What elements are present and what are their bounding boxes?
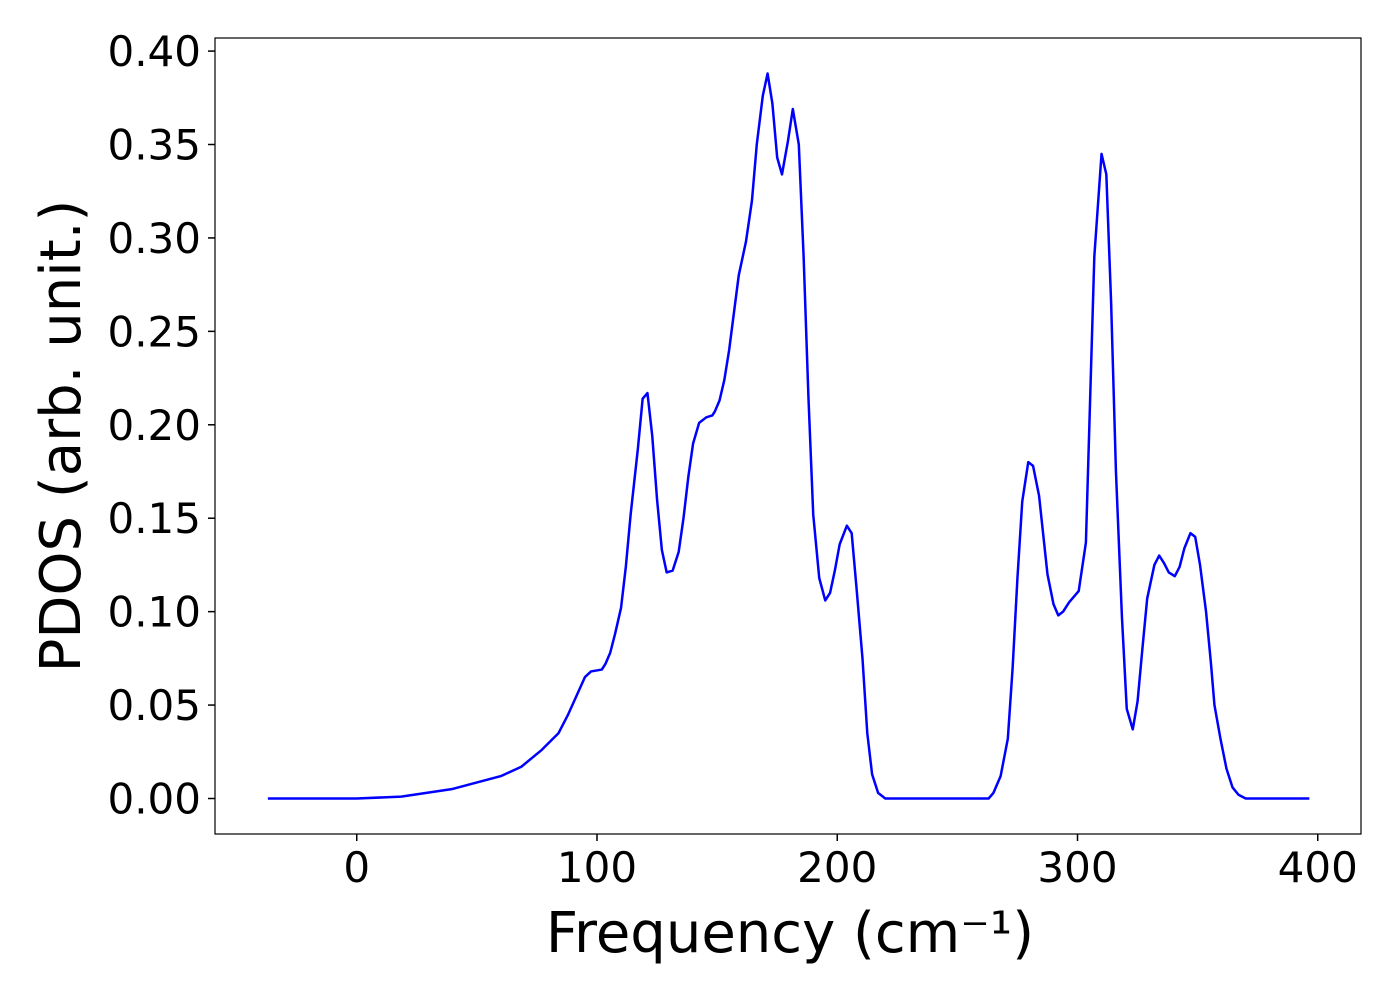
y-tick-label: 0.00 xyxy=(107,774,201,823)
y-tick-label: 0.25 xyxy=(107,307,201,356)
y-tick-label: 0.05 xyxy=(107,681,201,730)
y-tick-label: 0.15 xyxy=(107,494,201,543)
y-tick-label: 0.30 xyxy=(107,214,201,263)
y-tick-label: 0.35 xyxy=(107,121,201,170)
x-axis-label: Frequency (cm⁻¹) xyxy=(546,901,1034,966)
x-tick-label: 100 xyxy=(557,843,637,892)
x-tick-label: 200 xyxy=(797,843,877,892)
y-tick-label: 0.20 xyxy=(107,401,201,450)
plot-frame xyxy=(214,37,1362,835)
y-axis-label: PDOS (arb. unit.) xyxy=(29,200,94,673)
x-tick-label: 300 xyxy=(1037,843,1117,892)
y-tick-label: 0.40 xyxy=(107,27,201,76)
data-line xyxy=(267,72,1310,800)
y-tick-label: 0.10 xyxy=(107,588,201,637)
x-tick-label: 0 xyxy=(343,843,370,892)
x-tick-label: 400 xyxy=(1278,843,1358,892)
